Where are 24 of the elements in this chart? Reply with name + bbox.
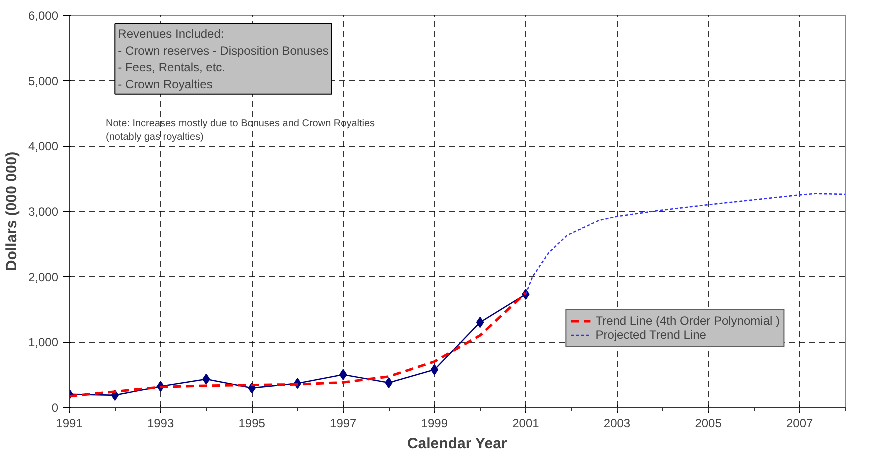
y-axis-title: Dollars (000 000) — [3, 152, 20, 272]
y-tick-label: 4,000 — [28, 140, 59, 154]
y-tick-label: 6,000 — [28, 9, 59, 23]
annotation: Revenues Included: - Crown reserves - Disposition Bonuses - Fees, Rentals, etc. - Crown Royalties — [118, 26, 329, 92]
y-tick-label: 3,000 — [28, 205, 59, 219]
x-tick-label: 1997 — [330, 416, 358, 430]
x-tick-label: 1993 — [147, 416, 174, 430]
x-tick-label: 2005 — [695, 416, 722, 430]
x-tick-label: 2003 — [604, 416, 631, 430]
point — [430, 364, 439, 376]
legend-label: Projected Trend Line — [596, 328, 706, 342]
y-tick-label: 1,000 — [28, 336, 59, 350]
x-tick-label: 1999 — [421, 416, 448, 430]
point — [385, 378, 393, 388]
point — [476, 317, 484, 328]
y-tick-label: 0 — [52, 401, 59, 415]
x-tick-label: 2001 — [512, 416, 540, 430]
x-tick-label: 1991 — [56, 416, 84, 430]
y-tick-label: 5,000 — [28, 74, 59, 88]
x-axis-title: Calendar Year — [407, 436, 508, 452]
x-tick-label: 2007 — [786, 416, 814, 430]
y-tick-label: 2,000 — [28, 270, 59, 284]
legend-label: Trend Line (4th Order Polynomial ) — [596, 314, 780, 328]
x-tick-label: 1995 — [238, 416, 266, 430]
